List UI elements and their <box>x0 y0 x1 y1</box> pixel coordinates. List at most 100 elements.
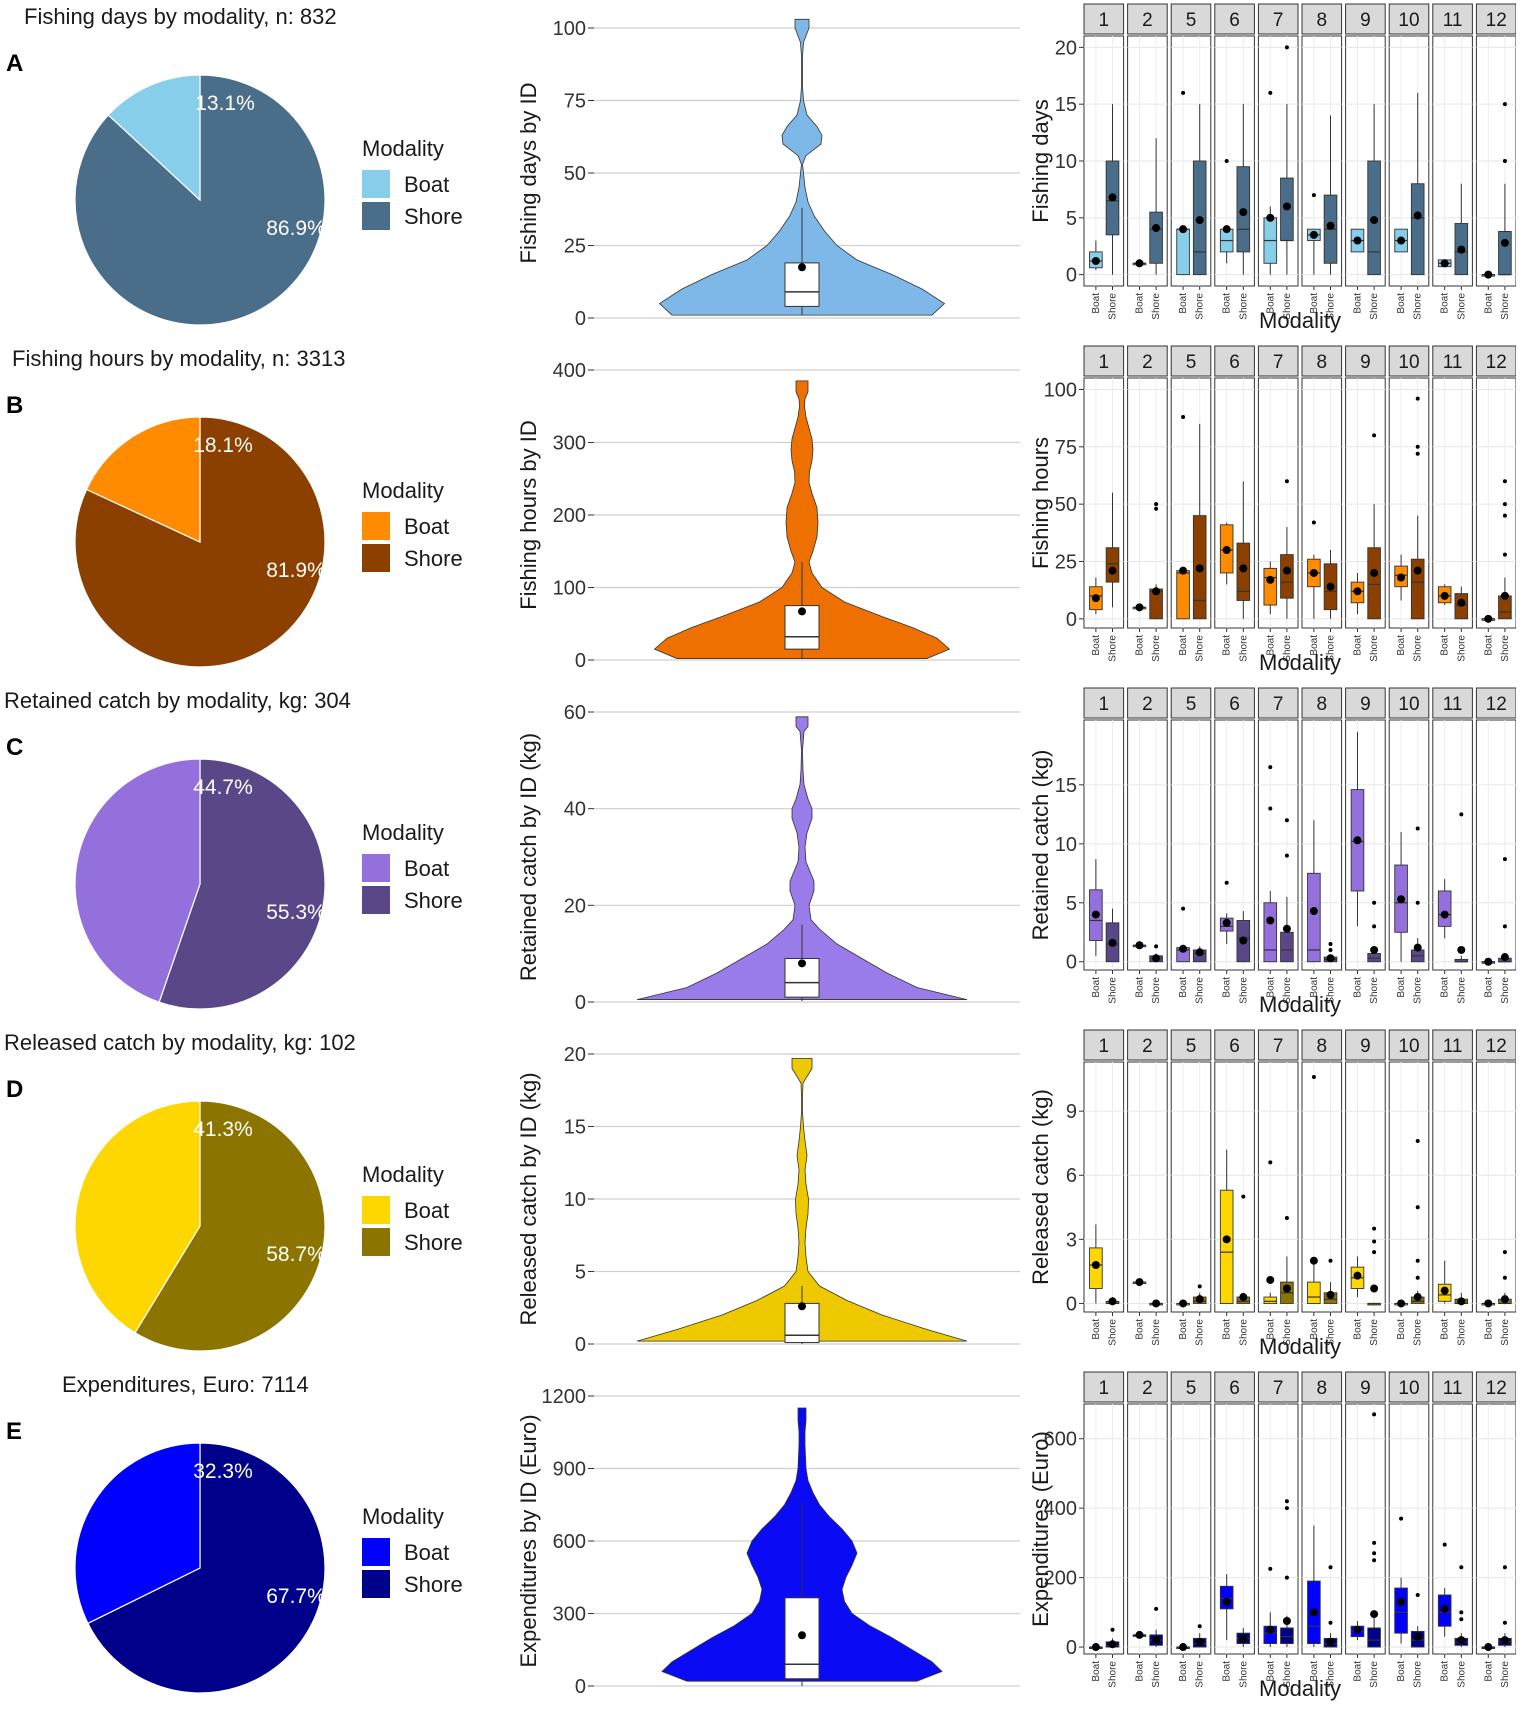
facet-outlier-boat <box>1224 880 1229 885</box>
facet-xtick-label: Shore <box>1456 293 1467 320</box>
facet-strip-label: 7 <box>1273 352 1284 373</box>
facet-ytick-label: 200 <box>1044 1568 1077 1590</box>
facet-xtick-label: Shore <box>1108 293 1119 320</box>
facet-xtick-label: Shore <box>1195 293 1206 320</box>
facet-strip <box>1170 1029 1212 1061</box>
facet-xtick-label: Shore <box>1369 635 1380 662</box>
facet-outlier-shore <box>1110 1627 1115 1632</box>
violin-tick-label: 75 <box>564 91 586 113</box>
facet-outlier-shore <box>1415 451 1420 456</box>
facet-outlier-shore <box>1415 900 1420 905</box>
facet-xtick-label: Shore <box>1326 1319 1337 1346</box>
pie-label-boat: 13.1% <box>195 92 255 115</box>
facet-xtick-label: Shore <box>1369 1319 1380 1346</box>
facet-strip <box>1127 687 1168 719</box>
facet-strip-label: 12 <box>1486 1036 1507 1057</box>
facet-ytick-label: 0 <box>1066 265 1077 287</box>
facet-mean-boat <box>1179 225 1188 234</box>
legend-swatch-shore <box>362 202 390 230</box>
violin-plot: 0 25 50 75 100 Fishing days by ID <box>516 18 1020 330</box>
violin-shape <box>636 716 968 1000</box>
facet-xtick-label: Shore <box>1238 977 1249 1004</box>
facet-strip-label: 1 <box>1099 694 1110 715</box>
violin-tick-label: 25 <box>564 236 586 258</box>
facet-mean-shore <box>1413 1293 1422 1302</box>
facet-strip <box>1127 1029 1168 1061</box>
facet-mean-boat <box>1179 1299 1188 1308</box>
facet-mean-shore <box>1370 568 1379 577</box>
facet-panel-month-6: 6 Boat Shore <box>1214 1371 1255 1688</box>
pie-label-shore: 55.3% <box>266 901 326 924</box>
facet-panel-bg <box>1170 719 1212 971</box>
facet-panel-bg <box>1257 1061 1299 1313</box>
facet-panel-bg <box>1432 1061 1473 1313</box>
facet-panel-bg <box>1388 1403 1430 1655</box>
facet-xtick-label: Boat <box>1309 977 1320 998</box>
facet-xtick-label: Boat <box>1265 1661 1276 1682</box>
facet-strip-label: 5 <box>1186 694 1197 715</box>
facet-xtick-label: Shore <box>1369 293 1380 320</box>
facet-outlier-shore <box>1328 947 1333 952</box>
facet-panel-month-9: 9 Boat Shore <box>1345 1029 1386 1346</box>
facet-mean-boat <box>1353 587 1362 596</box>
facet-strip-label: 9 <box>1360 1036 1371 1057</box>
facet-xtick-label: Shore <box>1151 293 1162 320</box>
pie-label-boat: 41.3% <box>193 1118 253 1141</box>
facet-outlier-shore <box>1372 1551 1377 1556</box>
facet-strip <box>1432 1371 1473 1403</box>
facet-box-boat <box>1263 1296 1278 1304</box>
facet-strip <box>1432 1029 1473 1061</box>
facet-outlier-shore <box>1154 502 1159 507</box>
facet-xtick-label: Boat <box>1352 635 1363 656</box>
violin-tick-label: 60 <box>564 702 586 724</box>
facet-xtick-label: Shore <box>1108 1319 1119 1346</box>
facet-strip <box>1388 3 1430 35</box>
violin-tick-label: 0 <box>575 1334 586 1356</box>
facet-outlier-shore <box>1502 1620 1507 1625</box>
facet-outlier-shore <box>1502 513 1507 518</box>
facet-xtick-label: Shore <box>1456 1661 1467 1688</box>
facet-outlier-boat <box>1268 90 1273 95</box>
facet-outlier-shore <box>1415 444 1420 449</box>
facet-box-shore <box>1280 554 1294 599</box>
facet-strip <box>1345 687 1386 719</box>
facet-outlier-boat <box>1181 906 1186 911</box>
facet-xtick-label: Boat <box>1134 1661 1145 1682</box>
facet-xtick-label: Boat <box>1265 635 1276 656</box>
facet-xtick-label: Boat <box>1352 1661 1363 1682</box>
facet-ytick-label: 0 <box>1066 1293 1077 1315</box>
facet-strip <box>1170 345 1212 377</box>
facet-xtick-label: Shore <box>1456 1319 1467 1346</box>
violin-tick-label: 15 <box>564 1117 586 1139</box>
facet-strip-label: 9 <box>1360 10 1371 31</box>
facet-xtick-label: Boat <box>1440 1661 1451 1682</box>
facet-mean-shore <box>1457 245 1466 254</box>
facet-outlier-shore <box>1328 1565 1333 1570</box>
facet-panel-bg <box>1127 1061 1168 1313</box>
facet-mean-boat <box>1179 1643 1188 1652</box>
facet-xtick-label: Shore <box>1456 635 1467 662</box>
facet-panel-month-7: 7 Boat Shore <box>1257 1029 1299 1346</box>
facet-strip <box>1345 345 1386 377</box>
facet-panel-bg <box>1475 377 1516 629</box>
facet-mean-shore <box>1413 211 1422 220</box>
facet-xtick-label: Shore <box>1413 293 1424 320</box>
facet-strip-label: 9 <box>1360 352 1371 373</box>
panel-row-e: Expenditures, Euro: 7114 E 32.3% 67.7% Modal… <box>0 1368 1536 1710</box>
facet-strip-label: 11 <box>1443 694 1463 715</box>
facet-xtick-label: Boat <box>1396 293 1407 314</box>
facet-box-shore <box>1280 931 1294 963</box>
facet-panel-month-9: 9 Boat Shore <box>1345 345 1386 662</box>
pie-chart: 32.3% 67.7% <box>74 1442 326 1694</box>
facet-xtick-label: Shore <box>1369 1661 1380 1688</box>
facet-panel-month-11: 11 Boat Shore <box>1432 1029 1473 1346</box>
facet-xtick-label: Boat <box>1309 1319 1320 1340</box>
facet-ytick-label: 25 <box>1055 551 1077 573</box>
facet-mean-boat <box>1266 916 1275 925</box>
facet-strip <box>1257 1371 1299 1403</box>
facet-ytick-label: 0 <box>1066 609 1077 631</box>
facet-strip <box>1345 1029 1386 1061</box>
facet-panel-month-6: 6 Boat Shore <box>1214 687 1255 1004</box>
facet-strip-label: 10 <box>1398 352 1419 373</box>
violin-plot: 0 20 40 60 Retained catch by ID (kg) <box>516 702 1020 1014</box>
